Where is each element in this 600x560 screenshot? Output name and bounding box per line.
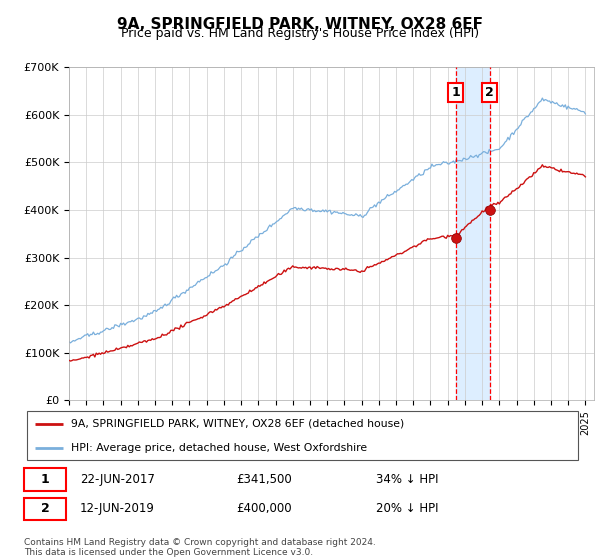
- Text: HPI: Average price, detached house, West Oxfordshire: HPI: Average price, detached house, West…: [71, 443, 368, 453]
- Text: 2: 2: [41, 502, 49, 515]
- FancyBboxPatch shape: [24, 468, 66, 491]
- Bar: [456, 67, 490, 400]
- Text: 22-JUN-2017: 22-JUN-2017: [80, 473, 155, 486]
- Text: Contains HM Land Registry data © Crown copyright and database right 2024.
This d: Contains HM Land Registry data © Crown c…: [24, 538, 376, 557]
- Text: Price paid vs. HM Land Registry's House Price Index (HPI): Price paid vs. HM Land Registry's House …: [121, 27, 479, 40]
- Text: 20% ↓ HPI: 20% ↓ HPI: [376, 502, 438, 515]
- Text: 2: 2: [485, 86, 494, 99]
- Text: 1: 1: [41, 473, 49, 486]
- Text: 34% ↓ HPI: 34% ↓ HPI: [376, 473, 438, 486]
- Text: £341,500: £341,500: [236, 473, 292, 486]
- Text: 9A, SPRINGFIELD PARK, WITNEY, OX28 6EF: 9A, SPRINGFIELD PARK, WITNEY, OX28 6EF: [117, 17, 483, 32]
- Text: £400,000: £400,000: [236, 502, 292, 515]
- FancyBboxPatch shape: [27, 411, 578, 460]
- Text: 9A, SPRINGFIELD PARK, WITNEY, OX28 6EF (detached house): 9A, SPRINGFIELD PARK, WITNEY, OX28 6EF (…: [71, 419, 404, 429]
- Text: 1: 1: [451, 86, 460, 99]
- FancyBboxPatch shape: [24, 498, 66, 520]
- Text: 12-JUN-2019: 12-JUN-2019: [80, 502, 155, 515]
